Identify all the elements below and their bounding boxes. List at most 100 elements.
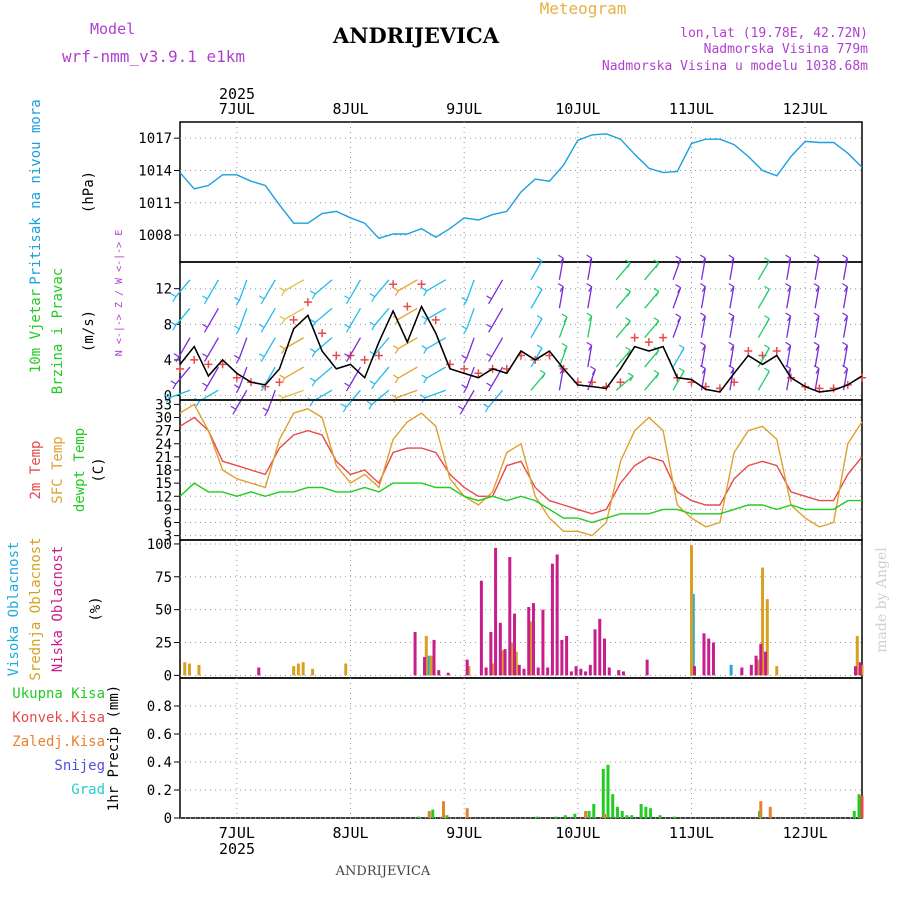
low-bar [432,639,436,676]
wind-barb-head [234,325,240,335]
mid-bar [197,664,201,676]
conv-bar [860,795,864,818]
wind-barb [426,366,447,379]
wind-barb-head [309,377,316,387]
mid-bar [311,668,315,676]
wind-barb [615,375,634,391]
wind-barb [700,315,706,338]
mid-bar [344,663,348,676]
wind-barb [397,307,418,320]
wind-barb [587,345,593,368]
wind-barb-head [653,287,660,297]
date-label-top: 12JUL [783,100,828,118]
rain-bar [554,816,558,818]
panel-precip: 0 0.2 0.4 0.6 0.8 [147,677,864,827]
wind-barb-head [813,312,820,322]
wind-barb [284,279,304,292]
date-label-top: 11JUL [669,100,714,118]
rain-bar [658,815,662,818]
rain-bar [672,816,676,818]
low-bar [858,662,862,676]
low-bar [489,632,493,676]
wind-barb-head [366,400,373,410]
mid-bar [756,659,760,676]
frz-bar [584,811,588,818]
wind-barb-head [258,323,265,333]
wind-barb [282,389,304,399]
gust-marker [403,302,412,311]
wind-barb-head [230,405,237,415]
wind-barb [466,279,475,301]
y-tick-label: 0 [164,811,172,827]
wind-barb-head [392,287,399,297]
temp-unit: (C) [91,457,107,482]
wind-barb [558,346,568,368]
y-tick-label: 9 [164,502,172,518]
wind-barb-head [785,254,792,264]
lonlat-text: lon,lat (19.78E, 42.72N) [680,26,868,41]
y-tick-label: 27 [155,424,172,440]
y-tick-label: 0.4 [147,755,172,771]
wind-barb-head [202,323,208,333]
date-label-bottom: 7JUL [219,824,255,842]
wind-barb [729,368,735,391]
gust-marker [772,347,781,356]
wind-barb [786,315,792,338]
low-bar [484,667,488,676]
low-bar [702,633,706,676]
low-bar [522,668,526,676]
elevation-text: Nadmorska Visina 779m [704,42,869,57]
wind-barb-head [536,315,543,324]
wind-barb-head [421,374,428,384]
wind-barb-head [653,259,660,269]
wind-barb-head [258,353,265,363]
wind-barb [206,337,219,358]
date-label-top: 10JUL [555,100,600,118]
wind-barb-head [421,315,428,325]
low-bar [707,638,711,676]
wind-barb [314,307,333,323]
wind-barb [558,286,564,309]
low-bar [645,659,649,676]
date-label-top: 8JUL [332,100,368,118]
wind-barb-head [678,367,685,377]
wind-barb [371,389,390,405]
wind_speed-line [179,304,863,393]
wind-barb-head [561,342,568,352]
gust-marker [744,347,753,356]
wind-barb-head [309,290,316,300]
wind-barb [426,337,447,350]
rain-bar [857,794,861,818]
wind-barb-head [813,341,820,351]
mid-bar [860,664,864,676]
mid-cloud-ylabel: Srednja Oblacnost [28,537,44,680]
wind-barb-head [461,325,468,335]
date-label-bottom: 12JUL [783,824,828,842]
y-tick-label: 1011 [138,196,172,212]
wind-barb [206,366,219,387]
low-bar [508,557,512,676]
wind-barb [284,307,304,320]
gust-marker [630,333,639,342]
precip-legend-item: Konvek.Kisa [12,710,105,726]
gust-marker [176,364,184,373]
low-bar [550,563,554,676]
wind-barb-head [202,295,208,305]
wind-barb-head [675,255,682,265]
low-bar [560,639,564,676]
wind-barb-head [561,313,568,323]
wind-barb [491,307,504,328]
wind-barb-head [486,323,493,333]
watermark: made by Angel [874,547,890,653]
mid-bar [301,662,305,676]
wind-barb-head [258,295,265,305]
year-top: 2025 [219,85,255,103]
wind-barb [558,258,564,280]
low-bar [593,629,597,676]
wind-barb-head [590,366,596,375]
precip-legend-item: Zaledj.Kisa [12,734,105,750]
wind-barb-head [625,259,631,269]
wind-barb-head [764,344,770,354]
